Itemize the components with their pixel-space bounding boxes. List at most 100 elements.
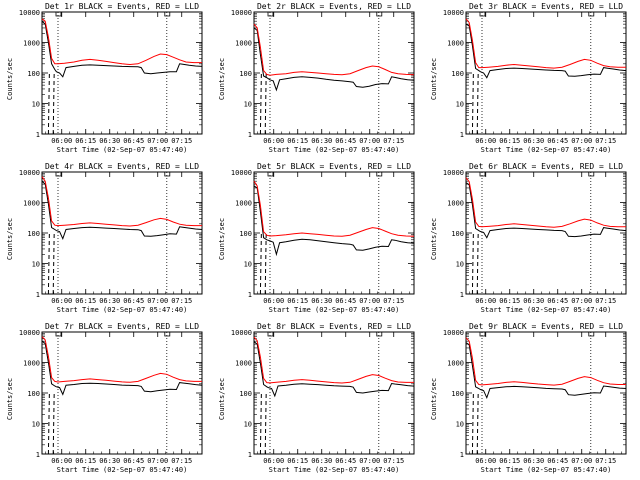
- y-axis-label: Counts/sec: [218, 218, 226, 260]
- y-axis-label: Counts/sec: [218, 378, 226, 420]
- detector-panel-6: Det 6r BLACK = Events, RED = LLD 1 10 100 10…: [430, 162, 627, 314]
- y-tick-label: 100: [239, 230, 252, 238]
- x-tick-label: 06:15: [287, 137, 308, 145]
- panel-title: Det 4r BLACK = Events, RED = LLD: [45, 162, 199, 171]
- x-tick-label: 06:00: [475, 457, 496, 465]
- series-events-line: [253, 185, 415, 257]
- series-lld-line: [253, 23, 415, 76]
- series-events-line: [465, 342, 627, 400]
- y-tick-label: 10: [32, 101, 40, 109]
- pileup-dash-1: [47, 391, 50, 455]
- x-tick-label: 06:45: [335, 137, 356, 145]
- pileup-dash-1: [259, 391, 262, 455]
- y-tick-label: 10: [244, 261, 252, 269]
- panel-title: Det 7r BLACK = Events, RED = LLD: [45, 322, 199, 331]
- plot-frame: [41, 331, 203, 455]
- x-tick-label: 06:45: [547, 457, 568, 465]
- detector-panel-4: Det 4r BLACK = Events, RED = LLD 1 10 100 10…: [6, 162, 203, 314]
- y-tick-label: 1000: [235, 360, 252, 368]
- y-tick-label: 1: [248, 451, 252, 459]
- plot-frame: [253, 331, 415, 455]
- y-tick-label: 1000: [447, 360, 464, 368]
- x-tick-label: 07:15: [595, 457, 616, 465]
- y-tick-label: 10000: [231, 169, 252, 177]
- x-tick-label: 07:00: [147, 457, 168, 465]
- detector-panel-7: Det 7r BLACK = Events, RED = LLD 1 10 100 10…: [6, 322, 203, 474]
- y-tick-label: 1: [36, 451, 40, 459]
- x-tick-label: 06:45: [335, 297, 356, 305]
- x-tick-label: 07:00: [571, 457, 592, 465]
- pileup-dash-1: [259, 71, 262, 135]
- x-tick-label: 06:30: [99, 137, 120, 145]
- x-tick-label: 06:45: [123, 137, 144, 145]
- x-tick-label: 06:00: [475, 297, 496, 305]
- top-marker-2: [588, 12, 595, 17]
- y-tick-label: 1: [248, 291, 252, 299]
- y-tick-label: 10000: [19, 169, 40, 177]
- detector-panel-8: Det 8r BLACK = Events, RED = LLD 1 10 100 10…: [218, 322, 415, 474]
- x-tick-label: 07:00: [359, 297, 380, 305]
- y-axis-label: Counts/sec: [430, 58, 438, 100]
- x-tick-label: 06:00: [51, 297, 72, 305]
- y-tick-label: 1000: [23, 200, 40, 208]
- y-tick-label: 10000: [443, 169, 464, 177]
- y-tick-label: 10000: [231, 9, 252, 17]
- top-marker-1: [479, 332, 486, 337]
- detector-panel-9: Det 9r BLACK = Events, RED = LLD 1 10 100 10…: [430, 322, 627, 474]
- x-tick-label: 07:15: [383, 297, 404, 305]
- y-tick-label: 10000: [19, 9, 40, 17]
- x-tick-label: 07:00: [359, 457, 380, 465]
- series-lld-line: [253, 180, 415, 237]
- pileup-dash-2: [476, 231, 479, 295]
- panel-title: Det 2r BLACK = Events, RED = LLD: [257, 2, 411, 11]
- x-tick-label: 07:15: [171, 457, 192, 465]
- x-axis-label: Start Time (02-Sep-07 05:47:40): [57, 466, 188, 474]
- x-tick-label: 06:30: [311, 457, 332, 465]
- x-tick-label: 07:15: [595, 137, 616, 145]
- top-marker-1: [55, 172, 62, 177]
- x-tick-label: 06:30: [311, 297, 332, 305]
- y-axis-label: Counts/sec: [430, 218, 438, 260]
- panel-title: Det 8r BLACK = Events, RED = LLD: [257, 322, 411, 331]
- x-tick-label: 06:45: [123, 457, 144, 465]
- series-events-line: [41, 340, 203, 396]
- top-marker-2: [588, 172, 595, 177]
- pileup-dash-2: [476, 71, 479, 135]
- x-tick-label: 06:30: [523, 137, 544, 145]
- x-tick-label: 07:15: [171, 137, 192, 145]
- series-lld-line: [465, 177, 626, 228]
- panel-title: Det 6r BLACK = Events, RED = LLD: [469, 162, 623, 171]
- pileup-dash-1: [47, 231, 50, 295]
- y-tick-label: 1000: [235, 200, 252, 208]
- y-tick-label: 1: [460, 291, 464, 299]
- y-tick-label: 1000: [447, 40, 464, 48]
- plot-frame: [41, 171, 203, 295]
- x-axis-label: Start Time (02-Sep-07 05:47:40): [481, 306, 612, 314]
- x-tick-label: 07:00: [359, 137, 380, 145]
- x-tick-label: 06:15: [287, 297, 308, 305]
- detector-panel-1: Det 1r BLACK = Events, RED = LLD 1 10 100 10…: [6, 2, 203, 154]
- y-axis-label: Counts/sec: [6, 58, 14, 100]
- y-tick-label: 1000: [235, 40, 252, 48]
- y-tick-label: 10: [456, 421, 464, 429]
- pileup-dash-2: [476, 391, 479, 455]
- y-tick-label: 100: [239, 390, 252, 398]
- pileup-dash-2: [52, 391, 55, 455]
- detector-panel-3: Det 3r BLACK = Events, RED = LLD 1 10 100 10…: [430, 2, 627, 154]
- top-marker-2: [164, 332, 171, 337]
- x-tick-label: 06:00: [263, 137, 284, 145]
- y-tick-label: 10: [456, 261, 464, 269]
- panel-title: Det 9r BLACK = Events, RED = LLD: [469, 322, 623, 331]
- y-tick-label: 1000: [447, 200, 464, 208]
- x-tick-label: 06:30: [99, 297, 120, 305]
- series-lld-line: [253, 336, 414, 384]
- x-tick-label: 06:00: [263, 297, 284, 305]
- x-tick-label: 07:15: [383, 137, 404, 145]
- y-tick-label: 1: [36, 291, 40, 299]
- top-marker-2: [164, 12, 171, 17]
- x-tick-label: 06:00: [51, 137, 72, 145]
- y-axis-label: Counts/sec: [6, 378, 14, 420]
- x-tick-label: 07:15: [383, 457, 404, 465]
- y-tick-label: 100: [451, 230, 464, 238]
- x-tick-label: 06:00: [263, 457, 284, 465]
